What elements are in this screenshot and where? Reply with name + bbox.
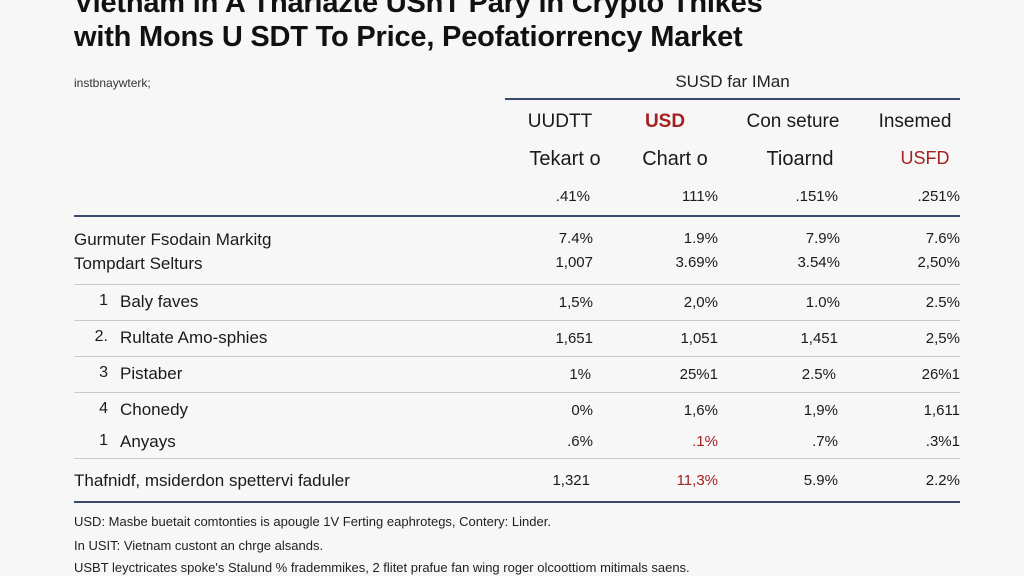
row-4-index: 4	[99, 400, 108, 417]
divider-3	[74, 356, 960, 357]
row-3-value-2: 25%1	[679, 366, 718, 383]
divider-4	[74, 392, 960, 393]
row-3-index: 3	[99, 364, 108, 381]
total-row-label: Thafnidf, msiderdon spettervi faduler	[74, 471, 350, 490]
row-4-value-1: 0%	[571, 402, 593, 419]
row-1-value-4: 2.5%	[925, 294, 960, 311]
row-1-index: 1	[99, 292, 108, 309]
row-5-label: Anyays	[120, 432, 176, 451]
row-1-label: Baly faves	[120, 292, 199, 311]
title-line-2: with Mons U SDT To Price, Peofatiorrency…	[74, 21, 743, 53]
summary-row-1-value-2: 1.9%	[683, 230, 718, 247]
total-row-value-2: 11,3%	[676, 472, 718, 489]
column-pct-2: 111%	[681, 188, 718, 205]
row-3-value-3: 2.5%	[801, 366, 836, 383]
column-pct-1: .41%	[555, 188, 590, 205]
footnote-1: USD: Masbe buetait comtonties is apougle…	[74, 514, 551, 529]
summary-row-2-value-1: 1,007	[555, 254, 593, 271]
column-subheader-1: Tekart o	[529, 148, 601, 170]
divider-1	[74, 284, 960, 285]
column-header-4: Insemed	[878, 111, 952, 132]
header-rule	[74, 215, 960, 217]
summary-row-2-value-3: 3.54%	[797, 254, 840, 271]
column-subheader-4: USFD	[900, 148, 950, 168]
summary-row-label-1: Gurmuter Fsodain Markitg	[74, 230, 272, 249]
summary-row-1-value-4: 7.6%	[925, 230, 960, 247]
row-4-value-4: 1,611	[923, 402, 960, 419]
column-subheader-2: Chart o	[642, 148, 708, 170]
row-2-value-1: 1,651	[555, 330, 593, 347]
divider-2	[74, 320, 960, 321]
total-rule	[74, 501, 960, 503]
column-pct-3: .151%	[795, 188, 838, 205]
footnote-2: In USIT: Vietnam custont an chrge alsand…	[74, 538, 324, 553]
summary-row-1-value-3: 7.9%	[805, 230, 840, 247]
total-row-value-1: 1,321	[552, 472, 590, 489]
column-pct-4: .251%	[917, 188, 960, 205]
row-1-value-3: 1.0%	[805, 294, 840, 311]
column-header-1: UUDTT	[527, 111, 593, 132]
title-line-1: Vietnam in A Tharlazte USnT Pary in Cryp…	[74, 0, 763, 19]
group-header: SUSD far IMan	[675, 72, 790, 91]
page-title: Vietnam in A Tharlazte USnT Pary in Cryp…	[74, 0, 974, 54]
summary-row-1-value-1: 7.4%	[558, 230, 593, 247]
row-5-value-4: .3%1	[925, 433, 960, 450]
total-row-value-3: 5.9%	[803, 472, 838, 489]
column-subheader-3: Tioarnd	[766, 148, 834, 170]
subtitle: instbnaywterk;	[74, 76, 151, 90]
group-header-rule	[505, 98, 960, 100]
summary-row-label-2: Tompdart Selturs	[74, 254, 203, 273]
row-1-value-2: 2,0%	[683, 294, 718, 311]
row-4-value-3: 1,9%	[803, 402, 838, 419]
row-5-index: 1	[99, 432, 108, 449]
row-2-value-3: 1,451	[800, 330, 838, 347]
divider-5	[74, 458, 960, 459]
row-4-value-2: 1,6%	[683, 402, 718, 419]
row-3-value-1: 1%	[569, 366, 591, 383]
row-5-value-3: .7%	[812, 433, 838, 450]
row-2-label: Rultate Amo-sphies	[120, 328, 268, 347]
total-row-value-4: 2.2%	[925, 472, 960, 489]
row-1-value-1: 1,5%	[558, 294, 593, 311]
row-2-value-4: 2,5%	[925, 330, 960, 347]
row-5-value-2: .1%	[692, 433, 718, 450]
row-3-label: Pistaber	[120, 364, 183, 383]
summary-row-2-value-2: 3.69%	[675, 254, 718, 271]
summary-row-2-value-4: 2,50%	[917, 254, 960, 271]
row-4-label: Chonedy	[120, 400, 189, 419]
row-2-index: 2.	[94, 328, 108, 345]
row-3-value-4: 26%1	[921, 366, 960, 383]
column-header-3: Con seture	[746, 111, 840, 132]
row-5-value-1: .6%	[567, 433, 593, 450]
column-header-2: USD	[644, 111, 686, 132]
footnote-3: USBT leyctricates spoke's Stalund % frad…	[74, 560, 690, 575]
row-2-value-2: 1,051	[680, 330, 718, 347]
